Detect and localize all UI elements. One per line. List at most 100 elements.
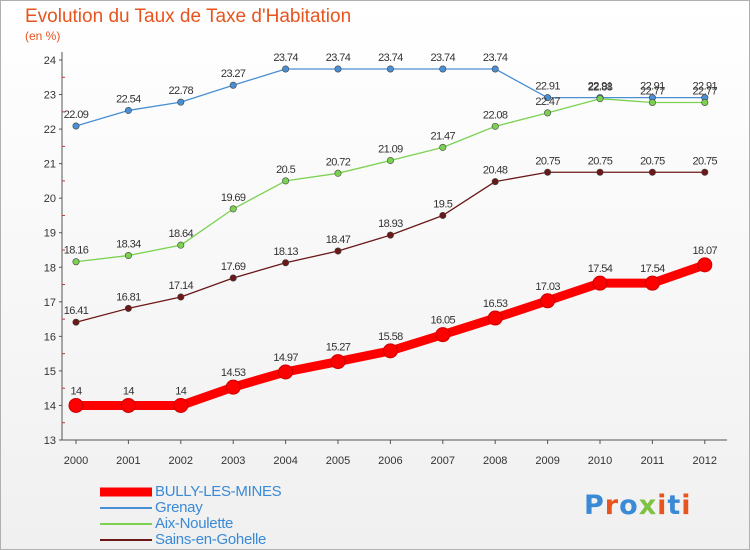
data-point: [177, 293, 185, 301]
x-tick-label: 2010: [588, 455, 612, 467]
x-tick-label: 2011: [641, 455, 665, 467]
x-tick-label: 2007: [431, 455, 455, 467]
y-tick-label: 18: [44, 262, 56, 274]
data-label: 20.75: [535, 155, 560, 167]
y-tick-label: 19: [44, 228, 56, 240]
data-point: [177, 98, 185, 106]
y-tick-label: 16: [44, 331, 56, 343]
data-label: 15.58: [378, 331, 403, 343]
data-point: [229, 205, 237, 213]
data-point: [596, 95, 604, 103]
data-point: [648, 168, 656, 176]
data-point: [491, 122, 499, 130]
chart-unit-label: (en %): [25, 29, 61, 43]
data-label: 22.88: [588, 82, 613, 94]
data-label: 22.91: [588, 81, 613, 93]
data-point: [177, 241, 185, 249]
logo-letter: x: [638, 490, 658, 521]
data-label: 23.74: [431, 52, 456, 64]
y-tick-label: 20: [44, 193, 56, 205]
legend-label: Aix-Noulette: [155, 515, 234, 532]
series-line-1: [75, 68, 705, 127]
data-point: [487, 310, 503, 326]
data-point: [701, 98, 709, 106]
data-point: [334, 65, 342, 73]
data-point: [435, 327, 451, 343]
data-point: [439, 211, 447, 219]
data-point: [592, 275, 608, 291]
x-tick-label: 2001: [116, 455, 140, 467]
data-point: [540, 293, 556, 309]
x-tick-label: 2004: [273, 455, 297, 467]
data-point: [701, 168, 709, 176]
legend-swatch: [100, 539, 152, 541]
data-point: [382, 343, 398, 359]
data-label: 18.13: [273, 246, 298, 258]
data-label: 17.69: [221, 261, 246, 273]
data-label: 22.09: [64, 109, 89, 121]
legend-label: Sains-en-Gohelle: [155, 531, 267, 548]
y-tick-label: 23: [44, 90, 56, 102]
logo-letter: i: [657, 490, 668, 521]
legend-swatch: [100, 507, 152, 509]
legend-swatch: [100, 487, 152, 497]
data-point: [644, 275, 660, 291]
proxiti-logo: Proxiti: [584, 490, 692, 521]
x-tick-label: 2012: [693, 455, 717, 467]
data-label: 15.27: [326, 342, 351, 354]
data-point: [386, 231, 394, 239]
data-label: 18.16: [64, 245, 89, 257]
data-label: 17.54: [588, 263, 613, 275]
logo-letter: r: [604, 490, 620, 521]
y-tick-label: 21: [44, 159, 56, 171]
data-label: 14: [70, 385, 82, 397]
chart-title: Evolution du Taux de Taxe d'Habitation: [25, 6, 352, 27]
x-tick-label: 2006: [378, 455, 402, 467]
y-tick-label: 14: [44, 400, 56, 412]
y-tick-label: 13: [44, 435, 56, 447]
data-point: [72, 258, 80, 266]
data-point: [72, 122, 80, 130]
data-point: [596, 168, 604, 176]
y-tick-label: 17: [44, 297, 56, 309]
data-label: 14.97: [273, 352, 298, 364]
data-label: 16.05: [431, 315, 456, 327]
y-tick-label: 15: [44, 366, 56, 378]
data-point: [124, 106, 132, 114]
data-point: [334, 169, 342, 177]
data-point: [225, 379, 241, 395]
data-point: [72, 318, 80, 326]
x-tick-label: 2002: [169, 455, 193, 467]
data-label: 22.47: [535, 96, 560, 108]
data-label: 23.27: [221, 68, 246, 80]
data-label: 18.64: [169, 228, 194, 240]
data-label: 21.47: [431, 130, 456, 142]
data-point: [648, 98, 656, 106]
data-label: 22.91: [535, 81, 560, 93]
data-point: [124, 252, 132, 260]
data-point: [334, 247, 342, 255]
data-label: 14.53: [221, 367, 246, 379]
data-point: [697, 257, 713, 273]
data-point: [491, 65, 499, 73]
data-point: [544, 168, 552, 176]
data-point: [491, 178, 499, 186]
data-label: 23.74: [483, 52, 508, 64]
data-point: [386, 157, 394, 165]
data-point: [173, 397, 189, 413]
data-label: 19.5: [433, 198, 452, 210]
data-label: 18.93: [378, 218, 403, 230]
legend-label: Grenay: [155, 499, 203, 516]
data-point: [120, 397, 136, 413]
data-label: 22.77: [693, 85, 718, 97]
logo-letter: t: [667, 490, 682, 521]
legend-swatch: [100, 523, 152, 525]
data-label: 17.54: [640, 263, 665, 275]
data-label: 20.48: [483, 165, 508, 177]
data-label: 18.07: [693, 245, 718, 257]
data-label: 18.47: [326, 234, 351, 246]
data-label: 23.74: [378, 52, 403, 64]
data-point: [278, 364, 294, 380]
data-label: 20.75: [640, 155, 665, 167]
